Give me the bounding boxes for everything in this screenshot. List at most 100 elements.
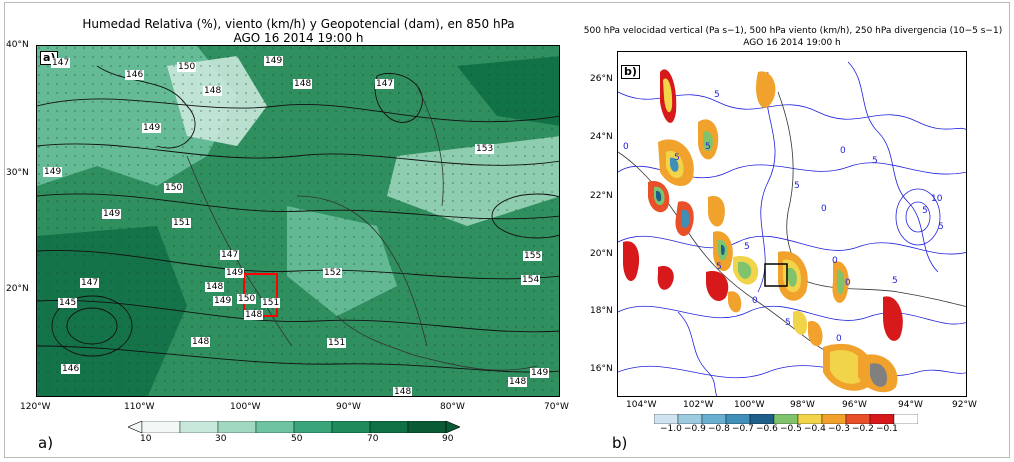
contour-label: 148	[205, 282, 225, 292]
contour-label: 151	[172, 218, 192, 228]
panel-b-cbar-tick: −0.9	[684, 424, 706, 434]
panel-b-lon-tick: 100°W	[734, 400, 765, 410]
panel-a-lon-tick: 90°W	[336, 402, 361, 412]
panel-a-cbar-tick: 30	[215, 434, 227, 444]
panel-b-lat-tick: 20°N	[590, 249, 613, 259]
panel-a-lon-tick: 70°W	[544, 402, 569, 412]
divergence-label: 0	[623, 142, 629, 152]
panel-a-cbar-tick: 10	[140, 434, 152, 444]
panel-a-cbar-tick: 90	[442, 434, 454, 444]
panel-b-cbar-tick: −0.2	[852, 424, 874, 434]
divergence-label: 5	[705, 142, 711, 152]
panel-a-lat-tick: 30°N	[6, 168, 29, 178]
contour-label: 147	[375, 79, 395, 89]
panel-a-title: Humedad Relativa (%), viento (km/h) y Ge…	[82, 17, 515, 31]
panel-b-lat-tick: 24°N	[590, 132, 613, 142]
panel-a-lat-tick: 40°N	[6, 40, 29, 50]
divergence-contours	[618, 61, 966, 396]
divergence-label: 0	[840, 146, 846, 156]
panel-b-title: 500 hPa velocidad vertical (Pa s−1), 500…	[583, 26, 1003, 36]
contour-label: 146	[61, 364, 81, 374]
panel-b-lat-tick: 16°N	[590, 364, 613, 374]
contour-label: 149	[264, 56, 284, 66]
panel-b-cbar-tick: −0.6	[756, 424, 778, 434]
contour-label: 150	[237, 294, 257, 304]
divergence-label: 0	[752, 296, 758, 306]
panel-b-cbar-tick: −0.8	[708, 424, 730, 434]
panel-b-cbar-tick: −0.3	[828, 424, 850, 434]
contour-label: 148	[508, 377, 528, 387]
vertical-velocity-cells	[623, 69, 903, 393]
divergence-label: 5	[794, 181, 800, 191]
contour-label: 151	[261, 298, 281, 308]
panel-a-svg	[37, 46, 559, 396]
panel-b-lon-tick: 94°W	[898, 400, 923, 410]
contour-label: 149	[142, 123, 162, 133]
panel-b-cbar-tick: −0.5	[780, 424, 802, 434]
wind-barb-field	[37, 46, 559, 396]
panel-b-cbar-tick: −0.1	[876, 424, 898, 434]
panel-b-lat-tick: 26°N	[590, 74, 613, 84]
panel-b-coastlines	[618, 91, 966, 353]
divergence-label: 10	[931, 194, 943, 204]
divergence-label: 5	[938, 222, 944, 232]
contour-label: 154	[521, 275, 541, 285]
contour-label: 151	[327, 338, 347, 348]
contour-label: 149	[225, 268, 245, 278]
contour-label: 147	[51, 58, 71, 68]
panel-a-lon-tick: 100°W	[230, 402, 261, 412]
contour-label: 145	[58, 298, 78, 308]
panel-b-lon-tick: 96°W	[842, 400, 867, 410]
contour-label: 148	[203, 86, 223, 96]
panel-a-colorbar	[128, 421, 460, 433]
contour-label: 150	[177, 62, 197, 72]
divergence-label: 0	[845, 278, 851, 288]
divergence-label: 5	[785, 318, 791, 328]
panel-a-cbar-tick: 70	[367, 434, 379, 444]
contour-label: 155	[523, 251, 543, 261]
panel-a-cbar-tick: 50	[291, 434, 303, 444]
divergence-label: 5	[892, 276, 898, 286]
divergence-label: 5	[714, 90, 720, 100]
contour-label: 153	[475, 144, 495, 154]
contour-label: 148	[293, 79, 313, 89]
figure-frame	[4, 2, 1010, 458]
contour-label: 147	[220, 250, 240, 260]
panel-b-colorbar	[654, 414, 918, 424]
divergence-label: 5	[872, 156, 878, 166]
panel-b-letter: b)	[621, 65, 640, 79]
panel-b-lon-tick: 104°W	[626, 400, 657, 410]
panel-b-svg	[618, 61, 966, 396]
geopotential-contours	[37, 65, 559, 373]
panel-a-lon-tick: 110°W	[124, 402, 155, 412]
contour-label: 152	[323, 268, 343, 278]
panel-b-lon-tick: 102°W	[683, 400, 714, 410]
panel-b-region-box	[764, 263, 788, 287]
panel-a-subtitle: AGO 16 2014 19:00 h	[233, 31, 364, 45]
panel-b-cbar-tick: −0.7	[732, 424, 754, 434]
divergence-label: 0	[836, 334, 842, 344]
panel-b-cbar-tick: −0.4	[804, 424, 826, 434]
divergence-label: 0	[821, 204, 827, 214]
contour-label: 149	[102, 209, 122, 219]
contour-label: 149	[530, 368, 550, 378]
contour-label: 147	[80, 278, 100, 288]
panel-a-map: a) 147 146 150 148 149 149 148 147 153 1…	[36, 45, 560, 397]
contour-label: 149	[213, 296, 233, 306]
panel-b-map: b) 5 0 5 0 5 5 5 5 0 5 0 0 5 5 10 5 0 5 …	[617, 51, 967, 397]
panel-a-lon-tick: 120°W	[20, 402, 51, 412]
panel-a-lon-tick: 80°W	[440, 402, 465, 412]
panel-a-sublabel: a)	[38, 434, 54, 452]
panel-b-sublabel: b)	[612, 434, 628, 452]
panel-b-lon-tick: 98°W	[790, 400, 815, 410]
panel-b-lat-tick: 22°N	[590, 191, 613, 201]
panel-b-subtitle: AGO 16 2014 19:00 h	[743, 38, 841, 48]
contour-label: 148	[393, 387, 413, 397]
contour-label: 148	[191, 337, 211, 347]
contour-label: 150	[164, 183, 184, 193]
contour-label: 148	[244, 310, 264, 320]
coastlines	[186, 85, 538, 371]
panel-a-lat-tick: 20°N	[6, 284, 29, 294]
panel-b-cbar-tick: −1.0	[660, 424, 682, 434]
divergence-label: 5	[922, 206, 928, 216]
